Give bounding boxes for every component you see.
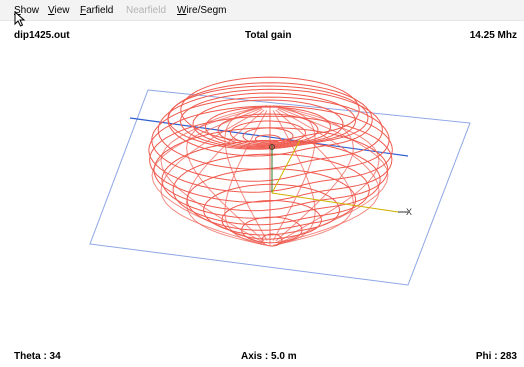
mouse-cursor-icon bbox=[14, 11, 26, 27]
x-axis-label: X bbox=[406, 207, 412, 217]
menu-farfield-label: arfield bbox=[86, 5, 114, 16]
plot-title: Total gain bbox=[245, 30, 292, 41]
menu-view-label: iew bbox=[54, 5, 70, 16]
horizon-axis-line bbox=[129, 117, 409, 157]
pattern-top-ring bbox=[229, 120, 306, 146]
pattern-top-ring bbox=[242, 127, 294, 145]
coordinate-axes: X bbox=[269, 139, 412, 217]
menu-show-mnemonic: S bbox=[14, 5, 21, 16]
pattern-top-ring bbox=[192, 99, 344, 148]
pattern-contour-ring bbox=[261, 233, 283, 247]
pattern-contour-ring bbox=[186, 168, 357, 231]
pattern-contour-ring bbox=[172, 153, 370, 226]
y-axis bbox=[271, 139, 301, 194]
radiation-pattern-mesh bbox=[148, 76, 393, 247]
phi-readout: Phi : 283 bbox=[475, 351, 517, 362]
z-axis-marker bbox=[269, 144, 275, 150]
menu-show[interactable]: Show bbox=[14, 5, 39, 17]
pattern-meridian bbox=[160, 108, 263, 245]
pattern-meridian bbox=[277, 107, 389, 244]
menu-view-mnemonic: V bbox=[48, 5, 55, 16]
pattern-top-ring bbox=[179, 92, 356, 149]
pattern-contour-ring bbox=[161, 139, 381, 219]
pattern-meridian bbox=[151, 107, 263, 244]
pattern-contour-ring bbox=[221, 199, 322, 240]
pattern-meridian bbox=[186, 105, 265, 242]
pattern-meridian bbox=[272, 110, 316, 246]
menu-wire-segm-label: ire/Segm bbox=[186, 5, 227, 16]
menu-nearfield[interactable]: Nearfield bbox=[126, 5, 167, 16]
theta-readout: Theta : 34 bbox=[14, 351, 61, 362]
pattern-contour-ring bbox=[157, 88, 383, 170]
menu-wire-segm-mnemonic: W bbox=[177, 5, 187, 16]
axis-scale-readout: Axis : 5.0 m bbox=[241, 351, 297, 362]
x-axis bbox=[271, 192, 399, 213]
pattern-contour-ring bbox=[148, 105, 393, 193]
menu-bar: Show View Farfield Nearfield Wire/Segm bbox=[0, 0, 524, 21]
menu-wire-segm[interactable]: Wire/Segm bbox=[177, 5, 226, 17]
pattern-top-ring bbox=[204, 106, 331, 148]
pattern-top-ring bbox=[167, 85, 369, 150]
frequency-label: 14.25 Mhz bbox=[469, 30, 517, 41]
menu-farfield[interactable]: Farfield bbox=[80, 5, 113, 17]
menu-view[interactable]: View bbox=[48, 5, 70, 17]
pattern-meridian bbox=[224, 105, 268, 241]
ground-plane bbox=[89, 89, 471, 286]
pattern-meridian bbox=[277, 106, 380, 243]
pattern-top-ring bbox=[255, 134, 281, 144]
output-filename: dip1425.out bbox=[14, 30, 70, 41]
menu-farfield-mnemonic: F bbox=[80, 5, 87, 16]
pattern-meridian bbox=[275, 105, 354, 242]
menu-show-label: how bbox=[20, 5, 40, 16]
pattern-meridian bbox=[160, 106, 263, 243]
pattern-contour-ring bbox=[149, 115, 393, 203]
pattern-meridian bbox=[277, 108, 380, 245]
pattern-contour-ring bbox=[180, 76, 360, 143]
